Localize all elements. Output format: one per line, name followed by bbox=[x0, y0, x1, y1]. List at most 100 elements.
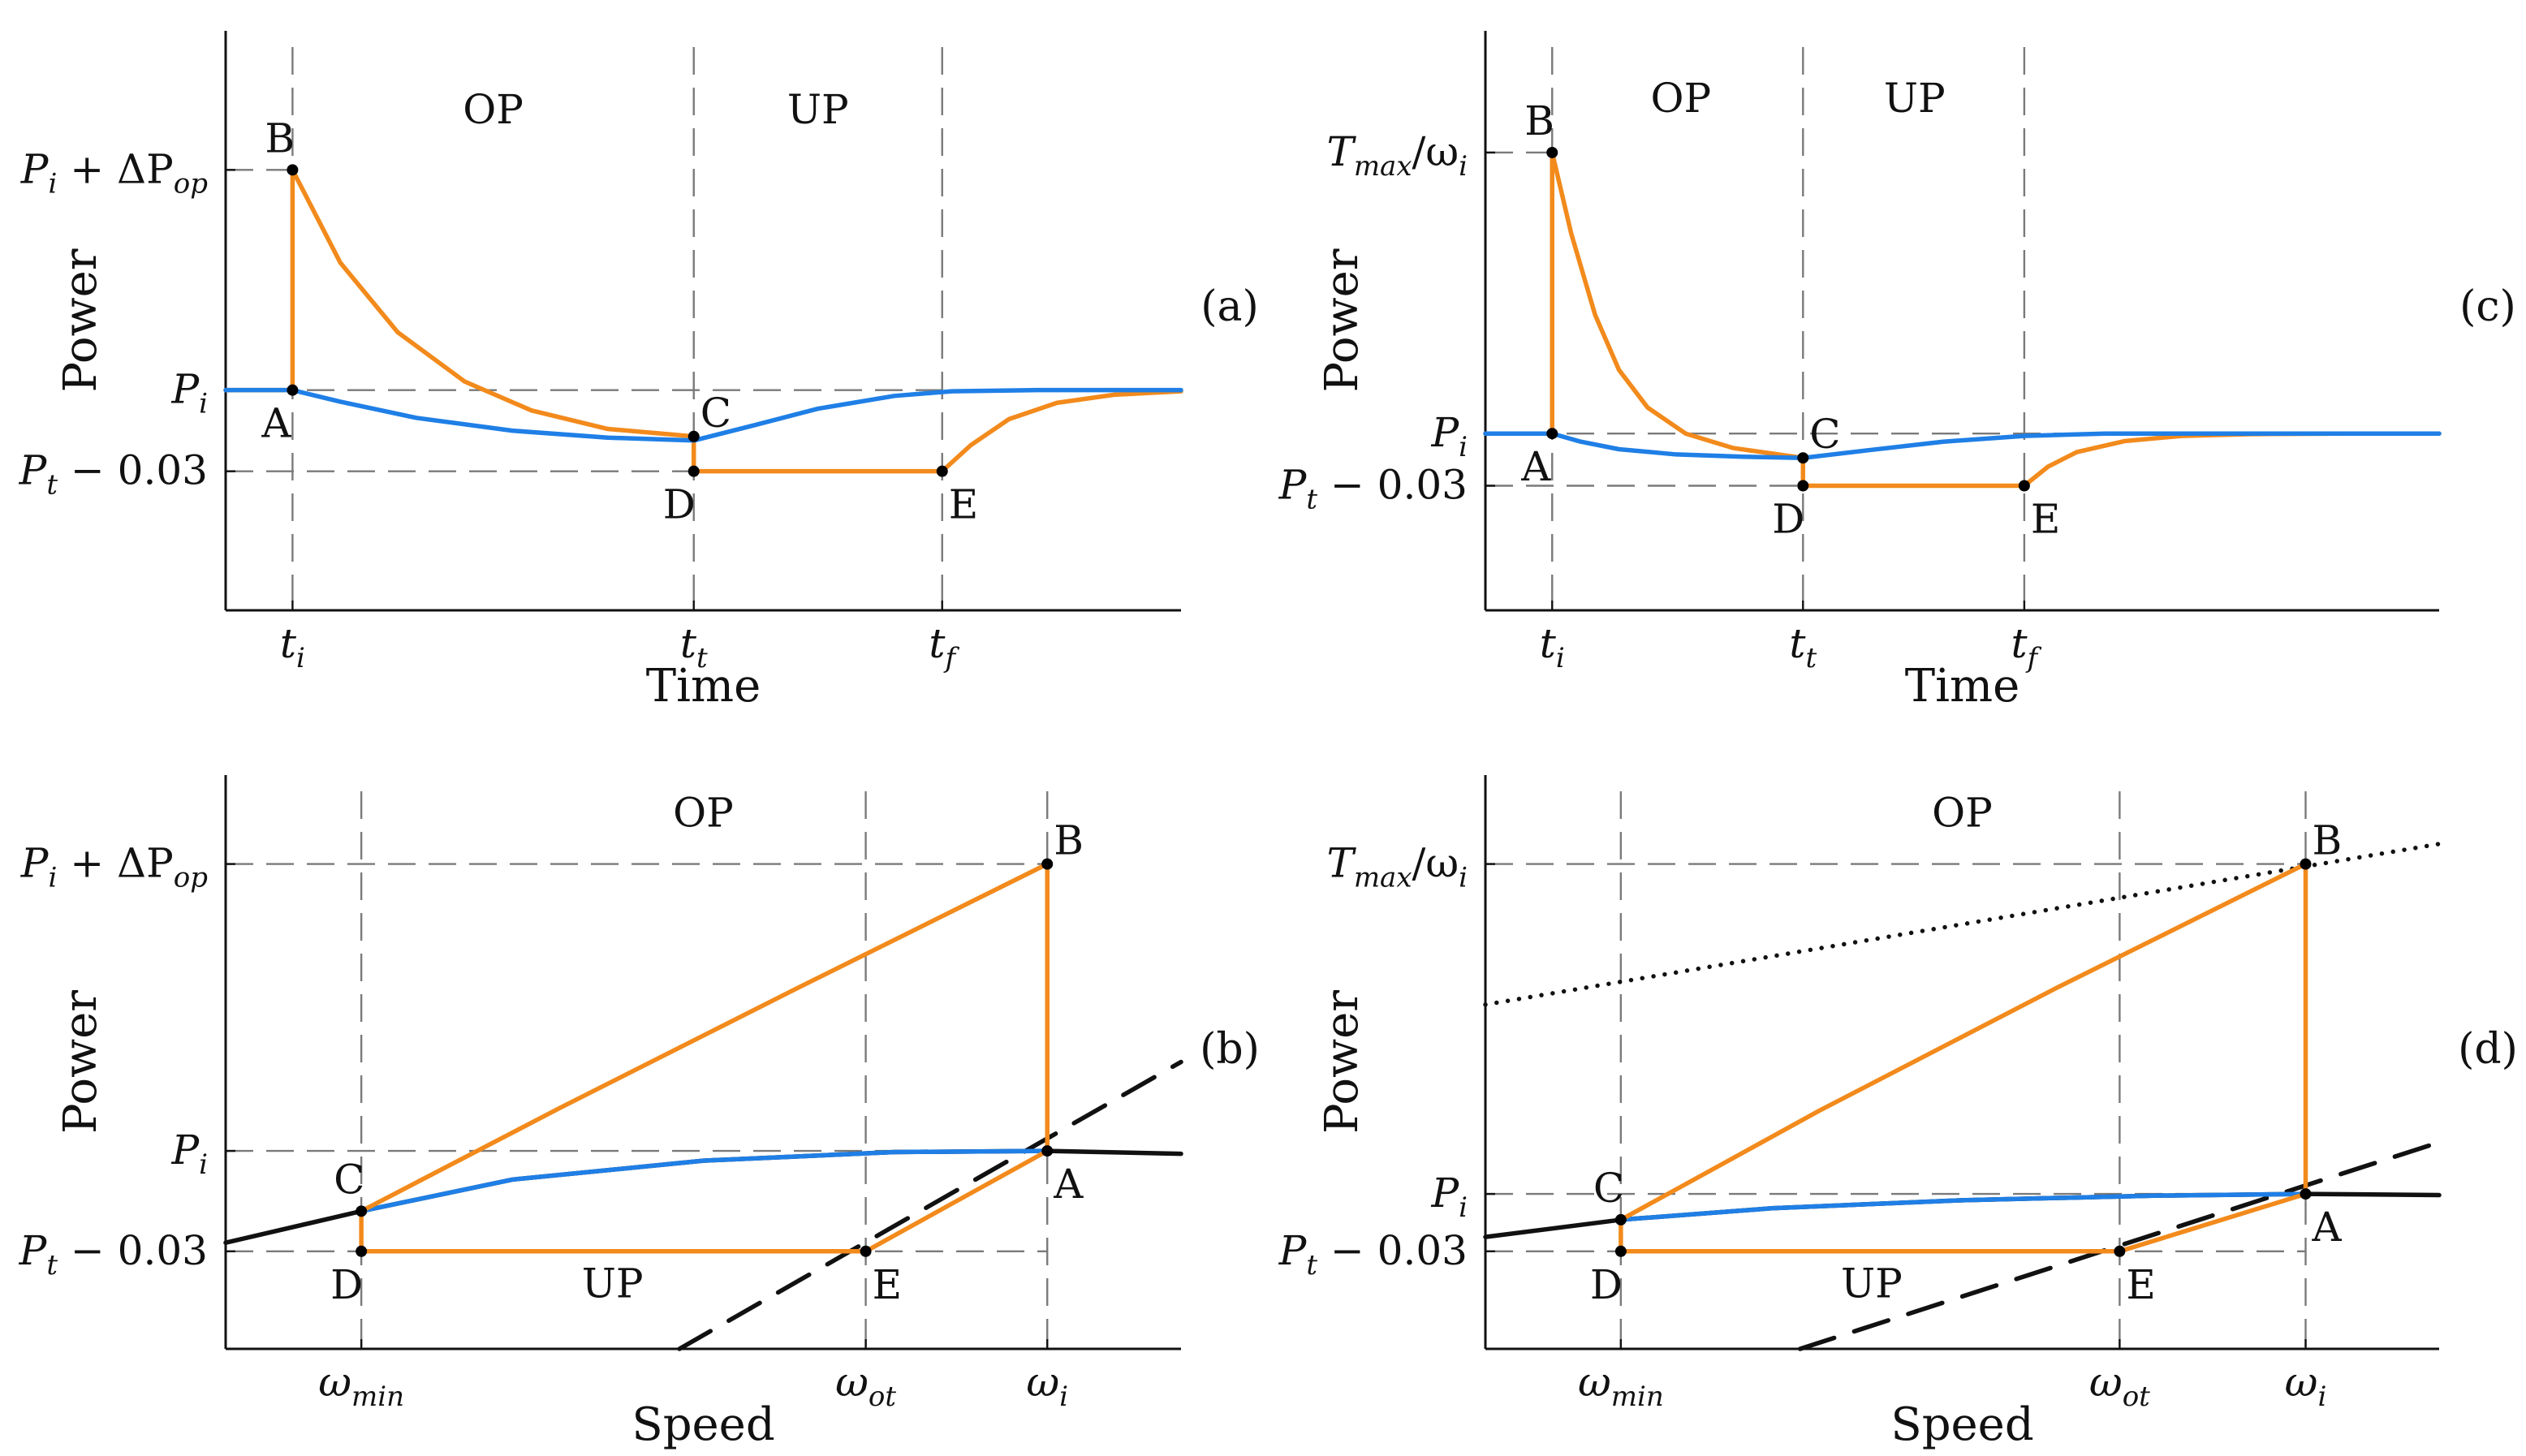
x-tick-label-base: t bbox=[929, 620, 946, 667]
series-blue bbox=[359, 1148, 1050, 1214]
point-D bbox=[356, 1245, 368, 1257]
y-tick-label-sub: i bbox=[199, 1148, 208, 1181]
x-tick-label: ωmin bbox=[318, 1359, 404, 1413]
x-tick-label-base: ω bbox=[1026, 1359, 1059, 1406]
x-tick-label: tf bbox=[929, 620, 959, 674]
point-B bbox=[2300, 858, 2312, 870]
point-A bbox=[1546, 428, 1558, 440]
x-tick-label-base: ω bbox=[1578, 1359, 1611, 1406]
point-C bbox=[1614, 1213, 1627, 1226]
x-tick-label-base: ω bbox=[318, 1359, 351, 1406]
y-tick-label: Pi bbox=[170, 366, 208, 420]
x-tick-label: ti bbox=[280, 620, 305, 674]
region-label: OP bbox=[1932, 790, 1993, 837]
point-label: B bbox=[2313, 817, 2343, 864]
y-tick-label: Pt − 0.03 bbox=[1278, 1227, 1468, 1282]
x-tick-label-sub: min bbox=[351, 1381, 404, 1413]
y-tick-label-tail: /ω bbox=[1412, 128, 1459, 175]
x-tick-label-sub: f bbox=[943, 642, 960, 674]
series-blue bbox=[1483, 431, 2442, 460]
y-tick-label-base: P bbox=[170, 1126, 200, 1174]
point-label: B bbox=[1524, 97, 1554, 144]
point-label: E bbox=[2126, 1261, 2156, 1308]
x-tick-label: ωi bbox=[1026, 1359, 1068, 1413]
point-label: A bbox=[1520, 443, 1551, 490]
panel-label: (d) bbox=[2458, 1025, 2518, 1074]
x-tick-label-sub: t bbox=[696, 642, 708, 674]
point-label: E bbox=[2031, 495, 2061, 542]
point-label: A bbox=[1053, 1161, 1084, 1208]
point-E bbox=[860, 1245, 872, 1257]
panel-label: (b) bbox=[1200, 1025, 1260, 1074]
point-A bbox=[2300, 1188, 2312, 1200]
y-tick-label-sub: t bbox=[1306, 483, 1317, 515]
y-tick-label: Pi bbox=[1430, 1170, 1468, 1224]
panel-label: (c) bbox=[2459, 282, 2516, 331]
x-axis-title: Speed bbox=[632, 1398, 774, 1451]
panel-label: (a) bbox=[1200, 282, 1259, 331]
y-tick-label: Tmax/ωi bbox=[1326, 840, 1468, 894]
y-tick-label-tail: − 0.03 bbox=[1317, 1227, 1468, 1274]
y-tick-label: Pi + ΔPop bbox=[20, 840, 208, 894]
y-tick-label-tail: /ω bbox=[1412, 840, 1459, 887]
point-E bbox=[2018, 480, 2030, 492]
y-tick-label-base: P bbox=[20, 145, 50, 192]
x-tick-label-sub: t bbox=[1805, 642, 1817, 674]
y-tick-label-tail: − 0.03 bbox=[1317, 461, 1468, 508]
region-label: OP bbox=[463, 86, 524, 133]
y-tick-label: Pt − 0.03 bbox=[19, 447, 208, 502]
series-black-dashed bbox=[1798, 1139, 2442, 1351]
point-label: A bbox=[2312, 1204, 2343, 1251]
y-tick-label: Pt − 0.03 bbox=[1278, 461, 1468, 515]
point-label: D bbox=[1590, 1261, 1623, 1308]
series-black-dashed bbox=[677, 1059, 1183, 1351]
point-C bbox=[356, 1205, 368, 1217]
point-label: C bbox=[1809, 411, 1840, 458]
y-tick-label-sub: t bbox=[46, 469, 58, 502]
region-label: OP bbox=[673, 790, 734, 837]
point-label: E bbox=[949, 481, 979, 528]
y-tick-label-base: P bbox=[19, 447, 48, 494]
y-tick-label-base: P bbox=[20, 840, 50, 887]
point-label: D bbox=[1772, 495, 1804, 542]
series-black bbox=[223, 1148, 1183, 1245]
point-C bbox=[1797, 452, 1809, 464]
y-tick-label: Pi bbox=[170, 1126, 208, 1181]
point-C bbox=[688, 430, 700, 442]
x-tick-label-base: t bbox=[680, 620, 697, 667]
point-label: B bbox=[1054, 817, 1084, 864]
y-tick-label-sub: i bbox=[48, 167, 57, 200]
y-tick-label-base: T bbox=[1326, 840, 1356, 887]
y-tick-label-base: T bbox=[1326, 128, 1356, 175]
y-tick-label-sub: max bbox=[1354, 862, 1412, 894]
x-tick-label: tt bbox=[680, 620, 708, 674]
point-label: C bbox=[334, 1156, 364, 1203]
y-tick-label-tailsub: op bbox=[174, 862, 208, 894]
x-tick-label-sub: i bbox=[2317, 1381, 2326, 1413]
x-tick-label-sub: ot bbox=[2123, 1381, 2150, 1413]
x-axis-title: Time bbox=[1905, 660, 2020, 713]
point-A bbox=[1041, 1145, 1054, 1157]
x-tick-label: ωi bbox=[2285, 1359, 2327, 1413]
region-label: UP bbox=[1841, 1260, 1903, 1307]
point-label: B bbox=[265, 114, 295, 162]
y-tick-label-sub: max bbox=[1354, 150, 1412, 183]
x-tick-label-base: ω bbox=[2089, 1359, 2123, 1406]
y-tick-label-base: P bbox=[19, 1227, 48, 1274]
region-label: UP bbox=[787, 86, 849, 133]
y-tick-label: Pt − 0.03 bbox=[19, 1227, 208, 1282]
y-axis-title: Power bbox=[1316, 990, 1369, 1134]
y-tick-label-base: P bbox=[1278, 461, 1308, 508]
x-tick-label: ωot bbox=[835, 1359, 896, 1413]
x-tick-label-base: t bbox=[2011, 620, 2028, 667]
y-tick-label-tailsub: i bbox=[1459, 862, 1468, 894]
series-black-dotted bbox=[1483, 842, 2442, 1007]
y-tick-label: Pi + ΔPop bbox=[20, 145, 208, 200]
point-B bbox=[287, 164, 299, 176]
x-tick-label-sub: ot bbox=[869, 1381, 896, 1413]
